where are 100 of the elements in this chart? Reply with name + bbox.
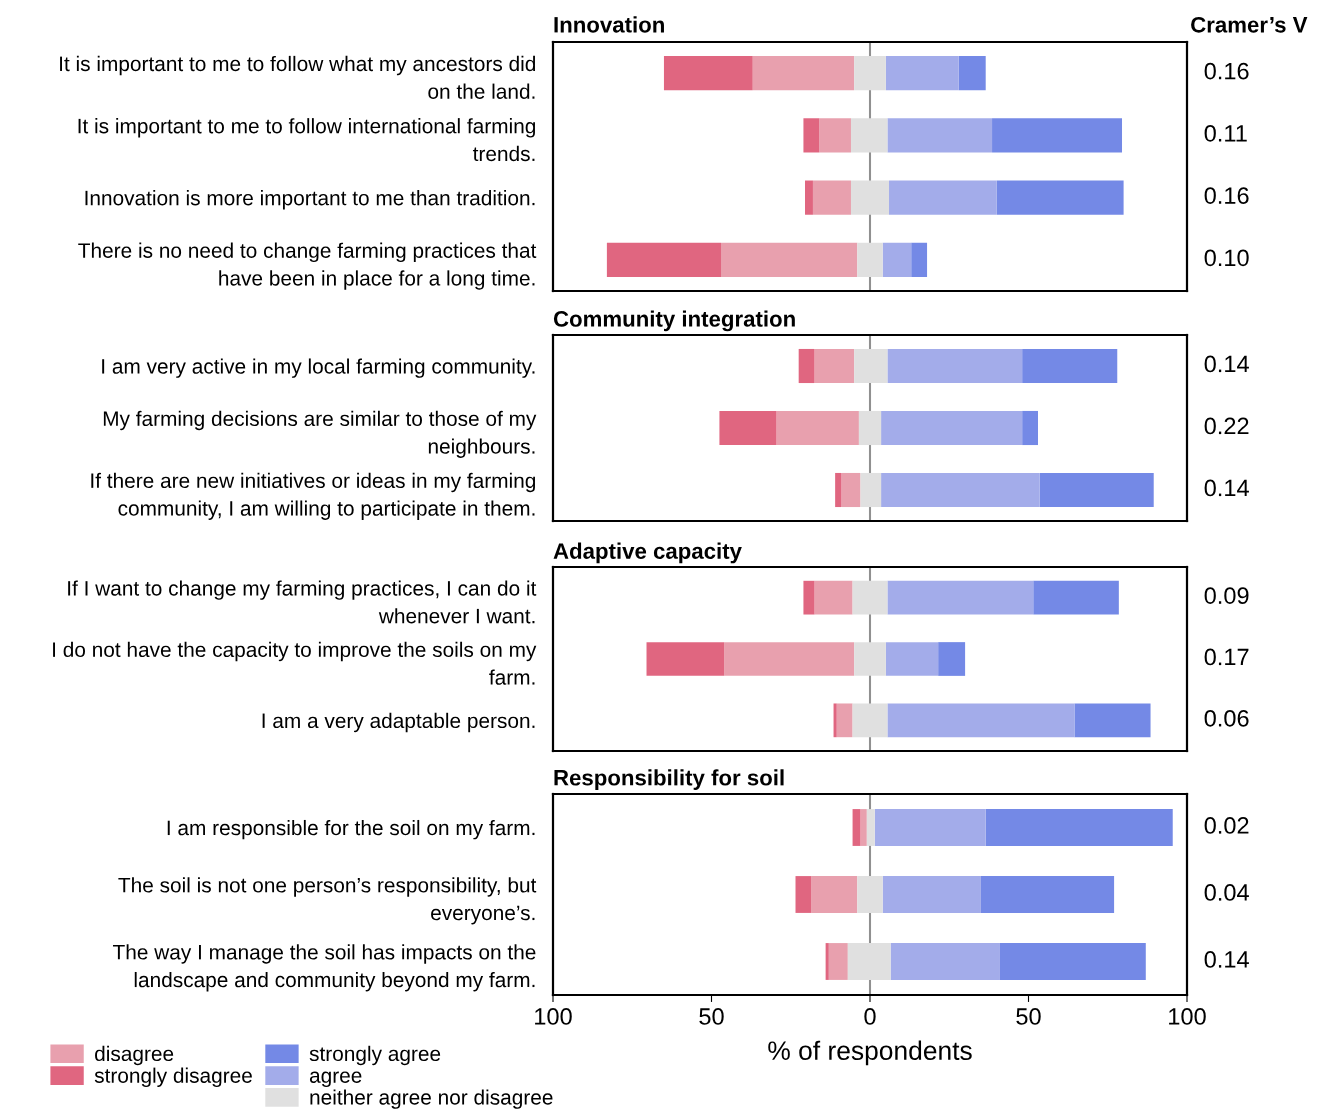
text: 0.04 xyxy=(1204,884,1249,901)
category-label: If there are new initiatives or ideas in my farming community, I am willing to participate in them. xyxy=(91,472,536,520)
bar xyxy=(885,56,959,91)
bar xyxy=(852,580,888,615)
bar xyxy=(803,118,820,153)
bar xyxy=(776,410,859,446)
x-axis-title: % of respondents xyxy=(768,1040,972,1066)
bar xyxy=(803,580,815,615)
bar xyxy=(860,809,867,846)
bar xyxy=(866,809,875,846)
chart-title: Innovation xyxy=(554,16,664,33)
text: 0.16 xyxy=(1204,187,1249,204)
bar xyxy=(752,56,855,91)
bar xyxy=(860,472,882,508)
bar xyxy=(833,703,837,738)
text: 0.14 xyxy=(1204,479,1249,497)
text: 0.22 xyxy=(1204,417,1249,435)
legend-label: neither agree nor disagree xyxy=(310,1089,553,1109)
bar xyxy=(911,242,928,277)
legend-label: strongly disagree xyxy=(94,1067,252,1088)
bar xyxy=(812,180,851,215)
category-label: My farming decisions are similar to those of my neighbours. xyxy=(103,410,537,458)
bar xyxy=(857,876,883,913)
bar xyxy=(874,809,986,846)
category-label: It is important to me to follow what my ancestors did on the land. xyxy=(60,55,536,99)
category-label: If I want to change my farming practices, I can do it whenever I want. xyxy=(68,580,537,624)
bar xyxy=(885,642,939,676)
text: 0.11 xyxy=(1204,124,1247,142)
bar xyxy=(854,56,886,91)
x-tick-label: 50 xyxy=(1016,1008,1041,1025)
text: 0.16 xyxy=(1204,62,1249,80)
bar xyxy=(825,943,829,980)
bar xyxy=(887,580,1034,615)
bar xyxy=(887,348,1023,384)
bar xyxy=(854,348,888,384)
category-label: The way I manage the soil has impacts on the landscape and community beyond my farm. xyxy=(112,944,536,992)
x-tick-label: 100 xyxy=(1169,1008,1206,1025)
bar xyxy=(606,242,722,277)
bar xyxy=(835,472,842,508)
text: 0.02 xyxy=(1204,817,1249,834)
bar xyxy=(724,642,855,676)
bar xyxy=(1022,348,1118,384)
legend-label: disagree xyxy=(95,1045,174,1066)
text: 0.09 xyxy=(1204,587,1249,604)
bar xyxy=(881,472,1040,508)
bar xyxy=(881,410,1023,446)
bar xyxy=(889,180,997,215)
bar xyxy=(1074,703,1151,738)
bar xyxy=(854,642,886,676)
bar xyxy=(836,703,853,738)
bar xyxy=(999,943,1146,980)
category-label: There is no need to change farming practices that have been in place for a long time. xyxy=(78,242,537,290)
bar xyxy=(992,118,1123,153)
bar xyxy=(852,703,888,738)
y2-axis-title: Cramer’s V xyxy=(1191,16,1308,33)
category-label: I do not have the capacity to improve the soils on my farm. xyxy=(53,641,537,685)
bar xyxy=(719,410,777,446)
text: 0.10 xyxy=(1204,249,1249,267)
bar xyxy=(882,242,912,277)
bar xyxy=(996,180,1124,215)
category-label: I am a very adaptable person. xyxy=(262,712,535,733)
bar xyxy=(663,56,753,91)
bar xyxy=(858,410,882,446)
bar xyxy=(1022,410,1039,446)
bar xyxy=(850,180,890,215)
category-label: It is important to me to follow international farming trends. xyxy=(78,118,536,162)
legend-label: agree xyxy=(309,1071,362,1088)
text: 0.17 xyxy=(1204,648,1249,666)
bar xyxy=(958,56,986,91)
bar xyxy=(646,642,725,676)
bar xyxy=(887,703,1075,738)
bar xyxy=(890,943,1000,980)
bar xyxy=(841,472,861,508)
chart-title: Community integration xyxy=(553,310,795,332)
text: 0.14 xyxy=(1204,951,1249,968)
x-tick-label: 100 xyxy=(535,1008,572,1025)
bar xyxy=(828,943,848,980)
bar xyxy=(814,580,853,615)
chart-title: Responsibility for soil xyxy=(554,769,784,790)
bar xyxy=(795,876,812,913)
bar xyxy=(847,943,891,980)
bar xyxy=(1039,472,1154,508)
category-label: I am responsible for the soil on my farm. xyxy=(167,819,535,840)
bar xyxy=(811,876,858,913)
bar xyxy=(882,876,981,913)
bar xyxy=(721,242,858,277)
bar xyxy=(980,876,1115,913)
bar xyxy=(938,642,966,676)
bar xyxy=(850,118,888,153)
bar xyxy=(1033,580,1119,615)
text: 0.14 xyxy=(1204,355,1249,373)
category-label: Innovation is more important to me than tradition. xyxy=(85,190,535,210)
category-label: The soil is not one person’s responsibility, but everyone’s. xyxy=(118,877,537,925)
bar xyxy=(857,242,883,277)
legend-label: strongly agree xyxy=(309,1045,441,1066)
bar xyxy=(985,809,1173,846)
bar xyxy=(819,118,851,153)
bar xyxy=(805,180,813,215)
category-label: I am very active in my local farming community. xyxy=(102,358,535,378)
bar xyxy=(814,348,855,384)
